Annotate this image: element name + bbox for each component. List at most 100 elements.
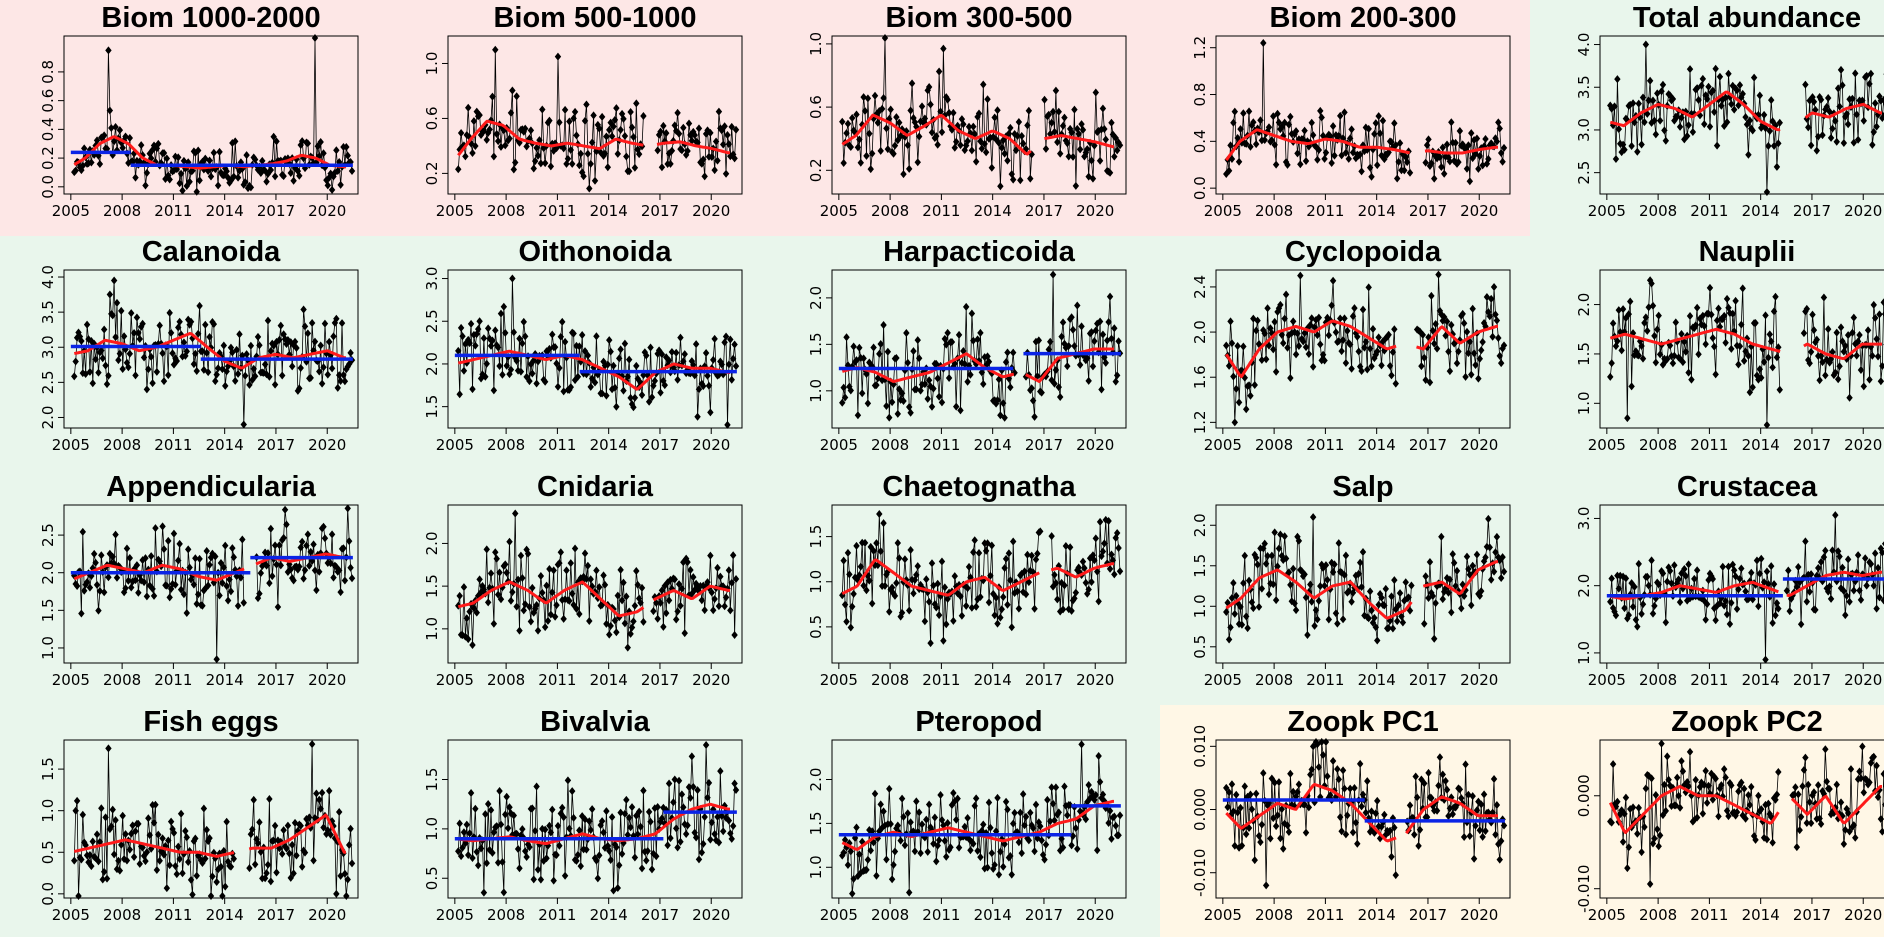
data-point	[903, 328, 910, 337]
x-tick-label: 2011	[922, 906, 960, 924]
data-point	[944, 95, 951, 104]
data-point	[504, 824, 512, 833]
data-point	[940, 44, 947, 53]
data-point	[146, 149, 153, 158]
data-point	[517, 551, 525, 560]
data-point	[507, 596, 515, 605]
data-point	[1870, 752, 1877, 761]
data-point	[527, 617, 535, 626]
data-point	[1740, 356, 1748, 365]
data-point	[1489, 332, 1496, 341]
data-point	[894, 821, 902, 830]
data-point	[1260, 544, 1267, 553]
data-point	[176, 317, 183, 326]
data-point	[1015, 118, 1023, 127]
data-point	[1439, 143, 1446, 152]
y-tick-label: 0.5	[807, 615, 825, 639]
data-point	[1832, 368, 1839, 377]
data-point	[321, 319, 329, 328]
y-tick-label: 2.5	[1575, 161, 1593, 185]
data-point	[1075, 129, 1082, 138]
data-point	[232, 137, 239, 146]
data-point	[216, 147, 223, 156]
data-point	[86, 583, 94, 592]
data-point	[945, 845, 953, 854]
data-point	[616, 354, 623, 363]
data-point	[310, 856, 317, 865]
data-point	[1669, 359, 1677, 368]
data-point	[660, 121, 667, 130]
data-point	[1371, 613, 1378, 622]
data-point	[1092, 326, 1100, 335]
data-point	[904, 358, 911, 367]
data-point	[73, 796, 81, 805]
data-point	[634, 830, 641, 839]
y-tick-label: 1.5	[423, 395, 441, 419]
data-point	[1315, 146, 1323, 155]
data-point	[1750, 832, 1758, 841]
data-point	[1715, 812, 1722, 821]
data-point	[846, 839, 853, 848]
trend-line	[1608, 785, 1882, 834]
data-point	[1272, 596, 1280, 605]
data-point	[1234, 341, 1241, 350]
data-point	[1321, 581, 1328, 590]
data-point	[1497, 837, 1505, 846]
data-point	[1473, 134, 1481, 143]
data-point	[316, 367, 323, 376]
data-point	[1664, 355, 1671, 364]
data-point	[1730, 105, 1738, 114]
data-point	[583, 574, 590, 583]
data-point	[1011, 808, 1018, 817]
data-point	[244, 184, 252, 193]
data-point	[940, 636, 947, 645]
data-point	[493, 554, 500, 563]
data-point	[1389, 624, 1397, 633]
data-point	[893, 578, 900, 587]
trend-line	[457, 119, 730, 157]
data-point	[1638, 609, 1645, 618]
data-point	[663, 609, 670, 618]
data-point	[1711, 342, 1718, 351]
data-point	[1635, 559, 1642, 568]
data-point	[112, 530, 119, 539]
data-point	[1867, 560, 1875, 569]
x-tick-label: 2011	[1690, 906, 1728, 924]
data-point	[908, 575, 916, 584]
data-point	[266, 795, 273, 804]
data-point	[961, 822, 968, 831]
data-point	[613, 402, 620, 411]
plot-frame	[831, 739, 1127, 899]
data-point	[503, 792, 510, 801]
data-point	[152, 524, 159, 533]
data-point	[156, 321, 163, 330]
data-point	[1642, 784, 1650, 793]
data-point	[584, 351, 592, 360]
data-point	[1082, 578, 1090, 587]
data-point	[571, 544, 579, 553]
data-point	[1354, 332, 1361, 341]
data-point	[1085, 376, 1092, 385]
data-point	[1314, 740, 1321, 749]
data-point	[274, 602, 282, 611]
data-point	[227, 176, 235, 185]
data-point	[1832, 511, 1839, 520]
data-point	[1038, 388, 1045, 397]
data-point	[1335, 337, 1342, 346]
data-point	[1840, 839, 1848, 848]
trend-line	[1609, 327, 1882, 361]
data-point	[682, 830, 690, 839]
data-point	[1455, 158, 1462, 167]
data-point	[1662, 136, 1670, 145]
data-point	[1438, 163, 1445, 172]
data-point	[1078, 120, 1085, 129]
data-point	[1111, 812, 1118, 821]
data-point	[1626, 100, 1634, 109]
data-point	[1290, 564, 1297, 573]
x-tick-label: 2017	[1025, 436, 1063, 454]
data-point	[1639, 600, 1647, 609]
data-point	[850, 589, 857, 598]
data-point	[98, 346, 105, 355]
data-point	[704, 578, 711, 587]
